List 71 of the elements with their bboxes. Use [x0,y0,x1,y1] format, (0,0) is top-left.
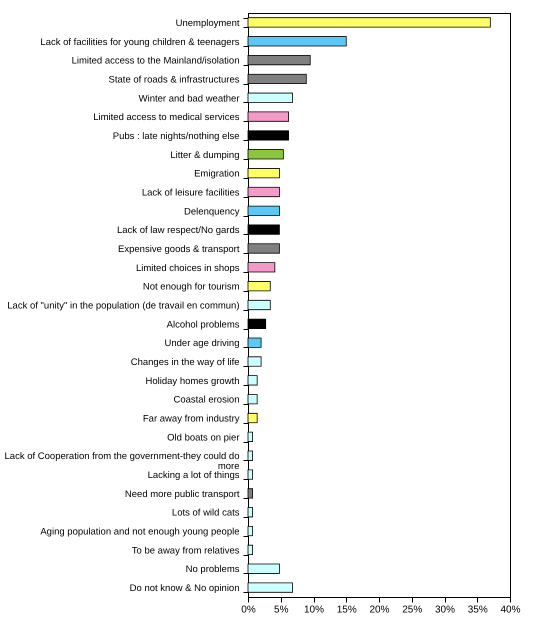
bar [248,92,293,103]
y-tick-label: Lack of "unity" in the population (de travail en commun) [7,300,240,312]
y-tick-label: Under age driving [164,338,240,350]
y-tick-label: Lots of wild cats [172,508,240,519]
y-tick-label: Old boats on pier [167,432,240,444]
x-tick-label: 10% [304,604,324,616]
bar [248,186,280,198]
bar [248,338,262,348]
x-tick-label: 0% [241,604,256,616]
x-tick-label: 20% [369,604,390,616]
y-tick-label: Pubs : late nights/nothing else [112,130,240,142]
bar [248,206,280,216]
y-tick-label: Need more public transport [124,488,240,500]
bar [248,112,290,122]
x-tick-label: 25% [402,604,422,616]
bar [248,432,253,442]
y-tick-label: Holiday homes growth [146,376,240,387]
y-tick-label: Coastal erosion [173,394,240,406]
y-tick-label: Alcohol problems [166,319,240,330]
y-tick-label: Delenquency [184,206,240,218]
bar [248,224,280,235]
bar [248,300,271,310]
y-tick-label: Far away from industry [142,414,240,425]
bar [248,36,347,46]
bar [248,262,276,272]
y-tick-label: To be away from relatives [132,545,240,556]
y-tick-label: Litter & dumping [170,150,240,161]
y-tick-label: Lack of leisure facilities [142,187,240,198]
y-tick-label: Do not know & No opinion [130,583,240,594]
bar [248,17,491,28]
y-tick-label: Lack of law respect/No gards [116,225,240,236]
y-tick-label: Changes in the way of life [130,357,240,368]
bar [248,412,258,424]
bar [248,544,253,556]
bar [248,149,284,160]
x-tick-label: 30% [434,604,456,616]
bar [248,356,262,367]
bar [248,318,266,329]
y-tick-label: Limited access to the Mainland/isolation [72,56,240,67]
y-tick-label: Lack of facilities for young children & teenagers [40,36,240,48]
bar [248,168,280,178]
bar [248,74,307,84]
y-tick-label: Limited choices in shops [136,262,240,274]
bar [248,507,253,518]
x-tick-label: 40% [500,604,521,616]
y-tick-label: No problems [186,564,240,576]
bar [248,394,258,404]
y-tick-label: Limited access to medical services [93,112,240,124]
bar [248,488,253,498]
y-tick-label: State of roads & infrastructures [108,74,240,86]
bar [248,526,253,536]
x-tick-label: 5% [274,604,289,616]
bar [248,582,293,593]
bar [248,243,280,254]
y-tick-label: Lack of Cooperation from the government-they could do more [4,451,240,472]
y-tick-label: Unemployment [176,18,240,29]
bar [248,54,311,66]
y-tick-label: Emigration [194,168,240,180]
y-tick-label: Not enough for tourism [142,282,240,293]
bar [248,130,290,141]
bar [248,564,280,574]
x-tick-label: 15% [336,604,357,616]
bar [248,450,253,461]
x-tick-label: 35% [468,604,488,616]
y-tick-label: Lacking a lot of things [148,470,240,482]
bar [248,375,258,386]
bar [248,469,253,480]
bar [248,281,271,292]
y-tick-label: Winter and bad weather [138,93,240,104]
y-tick-label: Aging population and not enough young people [40,526,240,538]
y-tick-label: Expensive goods & transport [118,244,240,255]
